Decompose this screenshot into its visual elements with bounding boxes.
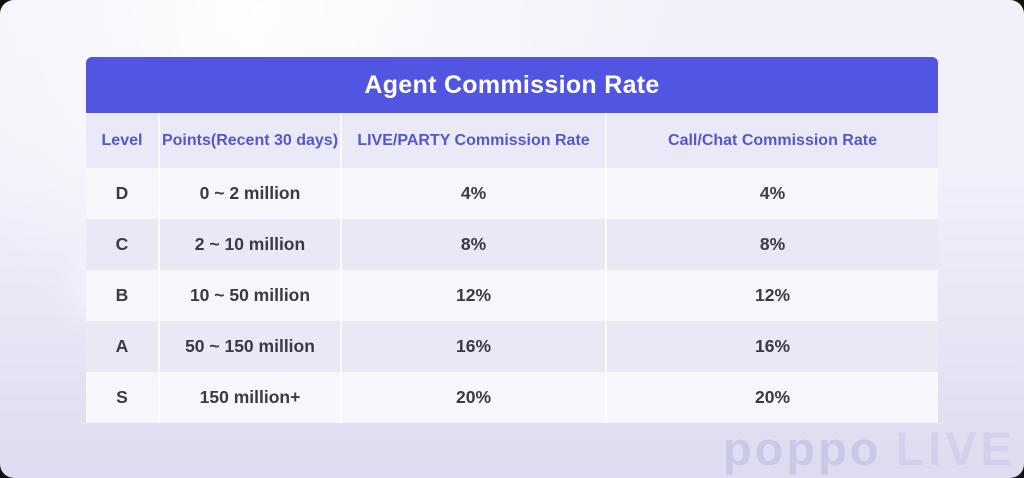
column-header-live-party-rate: LIVE/PARTY Commission Rate xyxy=(340,113,605,168)
points-cell: 150 million+ xyxy=(158,372,340,423)
level-cell: B xyxy=(115,285,129,305)
table-row-level-c: C 2 ~ 10 million 8% 8% xyxy=(86,219,938,270)
column-header-level: Level xyxy=(101,131,143,149)
table-title-bar: Agent Commission Rate xyxy=(86,57,938,113)
level-cell: C xyxy=(115,234,129,254)
call-chat-rate-cell: 8% xyxy=(605,219,938,270)
call-chat-rate-cell: 12% xyxy=(605,270,938,321)
table-row-level-b: B 10 ~ 50 million 12% 12% xyxy=(86,270,938,321)
points-cell: 2 ~ 10 million xyxy=(158,219,340,270)
table-row-level-s: S 150 million+ 20% 20% xyxy=(86,372,938,423)
points-cell: 0 ~ 2 million xyxy=(158,168,340,219)
live-party-rate-cell: 4% xyxy=(340,168,605,219)
level-cell: A xyxy=(115,336,129,356)
call-chat-rate-cell: 4% xyxy=(605,168,938,219)
table-row-level-d: D 0 ~ 2 million 4% 4% xyxy=(86,168,938,219)
watermark-suffix-text: LIVE xyxy=(895,422,1016,475)
call-chat-rate-cell: 20% xyxy=(605,372,938,423)
points-cell: 50 ~ 150 million xyxy=(158,321,340,372)
poppo-live-watermark: poppo LIVE xyxy=(723,421,1016,476)
live-party-rate-cell: 12% xyxy=(340,270,605,321)
points-cell: 10 ~ 50 million xyxy=(158,270,340,321)
level-cell: S xyxy=(116,387,128,407)
commission-rate-table: Agent Commission Rate Level Points(Recen… xyxy=(86,57,938,423)
live-party-rate-cell: 8% xyxy=(340,219,605,270)
live-party-rate-cell: 20% xyxy=(340,372,605,423)
watermark-brand-text: poppo xyxy=(722,422,882,475)
level-cell: D xyxy=(115,183,129,203)
table-title: Agent Commission Rate xyxy=(364,70,660,99)
live-party-rate-cell: 16% xyxy=(340,321,605,372)
table-header-row: Level Points(Recent 30 days) LIVE/PARTY … xyxy=(86,113,938,168)
column-header-call-chat-rate: Call/Chat Commission Rate xyxy=(605,113,938,168)
column-header-points: Points(Recent 30 days) xyxy=(158,113,340,168)
table-row-level-a: A 50 ~ 150 million 16% 16% xyxy=(86,321,938,372)
call-chat-rate-cell: 16% xyxy=(605,321,938,372)
